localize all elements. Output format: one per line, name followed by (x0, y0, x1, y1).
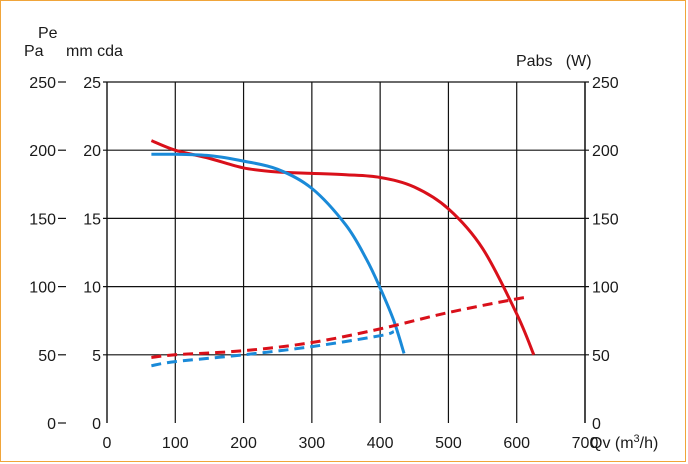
mmcda-tick-label-20: 20 (83, 143, 101, 160)
series-blue-solid-line (151, 152, 406, 354)
pabs-axis-label: Pabs (W) (516, 53, 592, 70)
grid (58, 81, 589, 424)
pabs-tick-label-0: 0 (592, 416, 601, 433)
x-tick-label-200: 200 (230, 435, 257, 452)
mmcda-tick-label-25: 25 (83, 75, 101, 92)
x-tick-label-400: 400 (367, 435, 394, 452)
series-red-dashed-line (151, 295, 529, 360)
x-tick-label-500: 500 (435, 435, 462, 452)
x-tick-label-600: 600 (503, 435, 530, 452)
mmcda-axis-label: mm cda (66, 43, 123, 60)
pabs-tick-label-250: 250 (592, 75, 619, 92)
x-tick-label-700: 700 (572, 435, 599, 452)
x-tick-label-300: 300 (299, 435, 326, 452)
x-tick-label-0: 0 (103, 435, 112, 452)
pa-axis-label: Pa (24, 43, 44, 60)
pabs-tick-label-50: 50 (592, 348, 610, 365)
series-blue-dashed-line (151, 330, 395, 368)
qv-axis-label: Qv (m3/h) (590, 433, 658, 452)
series-red-solid-line (150, 139, 536, 356)
pe-axis-label-top: Pe (38, 25, 58, 42)
pa-tick-label-150: 150 (29, 211, 56, 228)
series-layer (150, 139, 536, 368)
mmcda-tick-label-5: 5 (92, 348, 101, 365)
pa-tick-label-100: 100 (29, 280, 56, 297)
mmcda-tick-label-10: 10 (83, 280, 101, 297)
mmcda-tick-label-15: 15 (83, 211, 101, 228)
pabs-tick-label-100: 100 (592, 280, 619, 297)
pabs-tick-label-200: 200 (592, 143, 619, 160)
pabs-tick-label-150: 150 (592, 211, 619, 228)
pa-tick-label-0: 0 (47, 416, 56, 433)
mmcda-tick-label-0: 0 (92, 416, 101, 433)
pa-tick-label-250: 250 (29, 75, 56, 92)
x-tick-label-100: 100 (162, 435, 189, 452)
tick-labels: 0501001502002500510152025050100150200250… (29, 75, 619, 452)
pa-tick-label-200: 200 (29, 143, 56, 160)
pa-tick-label-50: 50 (38, 348, 56, 365)
